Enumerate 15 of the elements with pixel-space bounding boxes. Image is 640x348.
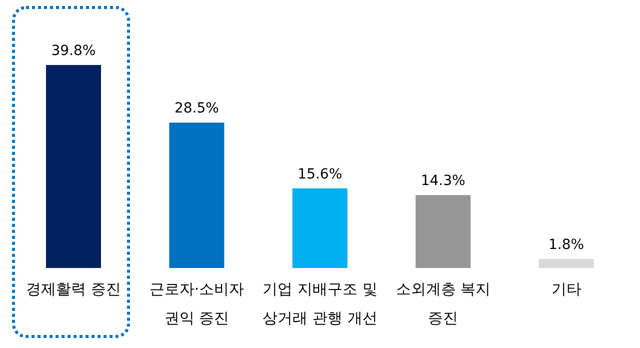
x-tick-label: 경제활력 증진 <box>26 280 121 298</box>
x-tick-label: 근로자·소비자 권익 증진 <box>149 280 244 327</box>
data-label: 28.5% <box>174 100 219 117</box>
x-tick-label: 소외계층 복지 증진 <box>396 280 491 327</box>
data-label: 14.3% <box>420 173 466 190</box>
bar <box>46 65 101 268</box>
bar <box>169 122 224 268</box>
data-label: 1.8% <box>548 236 584 253</box>
bar <box>538 258 594 268</box>
data-label: 15.6% <box>298 166 342 182</box>
x-tick-label: 기타 <box>551 280 582 298</box>
x-tick-label: 기업 지배구조 및 상거래 관행 개선 <box>262 280 378 327</box>
data-label: 39.8% <box>51 43 96 59</box>
bar <box>416 195 471 268</box>
bar <box>292 188 348 268</box>
